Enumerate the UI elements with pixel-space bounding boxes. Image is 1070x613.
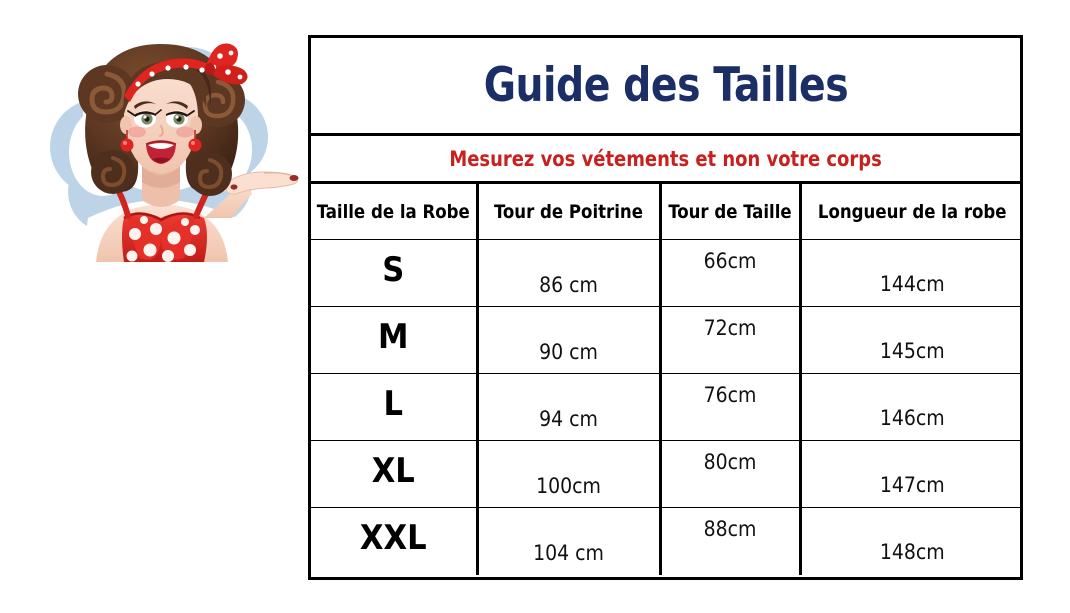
table-body: S 86 cm 66cm 144cm M 90 cm 72cm 145cm L …	[311, 239, 1023, 575]
polka-dots	[126, 216, 200, 262]
measurements-grid: Taille de la Robe Tour de Poitrine Tour …	[311, 184, 1023, 575]
bust-value: 90 cm	[539, 340, 598, 364]
table-row: L 94 cm 76cm 146cm	[311, 373, 1023, 441]
cell-size: XL	[311, 440, 479, 508]
size-value: XL	[371, 451, 415, 491]
size-value: L	[383, 384, 404, 424]
eyes	[127, 109, 195, 128]
size-value: S	[382, 250, 405, 290]
earrings	[120, 130, 202, 152]
eyebrows	[134, 101, 188, 109]
hair-curl-left-bottom	[91, 150, 135, 194]
cell-length: 146cm	[800, 373, 1023, 441]
pinup-woman-illustration	[28, 22, 308, 262]
cell-bust: 90 cm	[477, 306, 662, 374]
column-header-dress-size: Taille de la Robe	[313, 184, 476, 240]
size-value: M	[378, 317, 409, 357]
page-title: Guide des Tailles	[483, 58, 848, 113]
cell-waist: 66cm	[660, 239, 802, 307]
header-row: Taille de la Robe Tour de Poitrine Tour …	[311, 184, 1023, 240]
cell-length: 147cm	[800, 440, 1023, 508]
cell-size: XXL	[311, 507, 479, 575]
length-value: 146cm	[879, 406, 945, 430]
cell-size: S	[311, 239, 479, 307]
cell-bust: 100cm	[477, 440, 662, 508]
subtitle-row: Mesurez vos vétements et non votre corps	[311, 136, 1020, 184]
cell-length: 145cm	[800, 306, 1023, 374]
waist-value: 80cm	[703, 450, 757, 474]
table-row: XL 100cm 80cm 147cm	[311, 440, 1023, 508]
cell-size: M	[311, 306, 479, 374]
bust-value: 94 cm	[539, 407, 598, 431]
table-row: S 86 cm 66cm 144cm	[311, 239, 1023, 307]
bust-value: 100cm	[536, 474, 601, 498]
cell-size: L	[311, 373, 479, 441]
polka-dot-headband-bow	[124, 43, 248, 102]
hair-curl-right-bottom	[188, 152, 232, 196]
blush	[128, 126, 194, 138]
pinup-woman-svg	[50, 43, 299, 262]
cell-bust: 86 cm	[477, 239, 662, 307]
title-row: Guide des Tailles	[311, 38, 1020, 136]
cell-waist: 80cm	[660, 440, 802, 508]
length-value: 148cm	[879, 540, 945, 565]
cell-waist: 76cm	[660, 373, 802, 441]
waist-value: 88cm	[703, 517, 757, 542]
column-header-dress-length: Longueur de la robe	[803, 184, 1020, 240]
length-value: 144cm	[879, 272, 945, 296]
red-polka-dot-top	[117, 191, 209, 262]
cell-length: 148cm	[800, 508, 1023, 575]
size-value: XXL	[359, 518, 427, 559]
column-header-bust: Tour de Poitrine	[479, 184, 659, 240]
table-row: XXL 104 cm 88cm 148cm	[311, 507, 1023, 575]
cell-bust: 104 cm	[477, 507, 662, 575]
chin-shadow	[151, 171, 171, 176]
fingernail	[289, 175, 299, 181]
mouth	[145, 140, 177, 164]
cell-waist: 88cm	[660, 507, 802, 575]
column-header-waist: Tour de Taille	[662, 184, 800, 240]
waist-value: 72cm	[703, 316, 757, 340]
length-value: 145cm	[879, 339, 945, 363]
thumbnail	[230, 184, 238, 190]
length-value: 147cm	[879, 473, 945, 497]
presenting-arm	[204, 171, 299, 218]
size-guide-table: Guide des Tailles Mesurez vos vétements …	[308, 35, 1023, 580]
cell-bust: 94 cm	[477, 373, 662, 441]
measurement-note: Mesurez vos vétements et non votre corps	[449, 146, 882, 171]
cell-waist: 72cm	[660, 306, 802, 374]
nose	[159, 125, 164, 137]
table-header: Taille de la Robe Tour de Poitrine Tour …	[311, 184, 1023, 240]
bust-value: 104 cm	[533, 541, 604, 566]
bust-value: 86 cm	[539, 273, 598, 297]
waist-value: 66cm	[703, 249, 757, 273]
table-row: M 90 cm 72cm 145cm	[311, 306, 1023, 374]
waist-value: 76cm	[703, 383, 757, 407]
cell-length: 144cm	[800, 239, 1023, 307]
